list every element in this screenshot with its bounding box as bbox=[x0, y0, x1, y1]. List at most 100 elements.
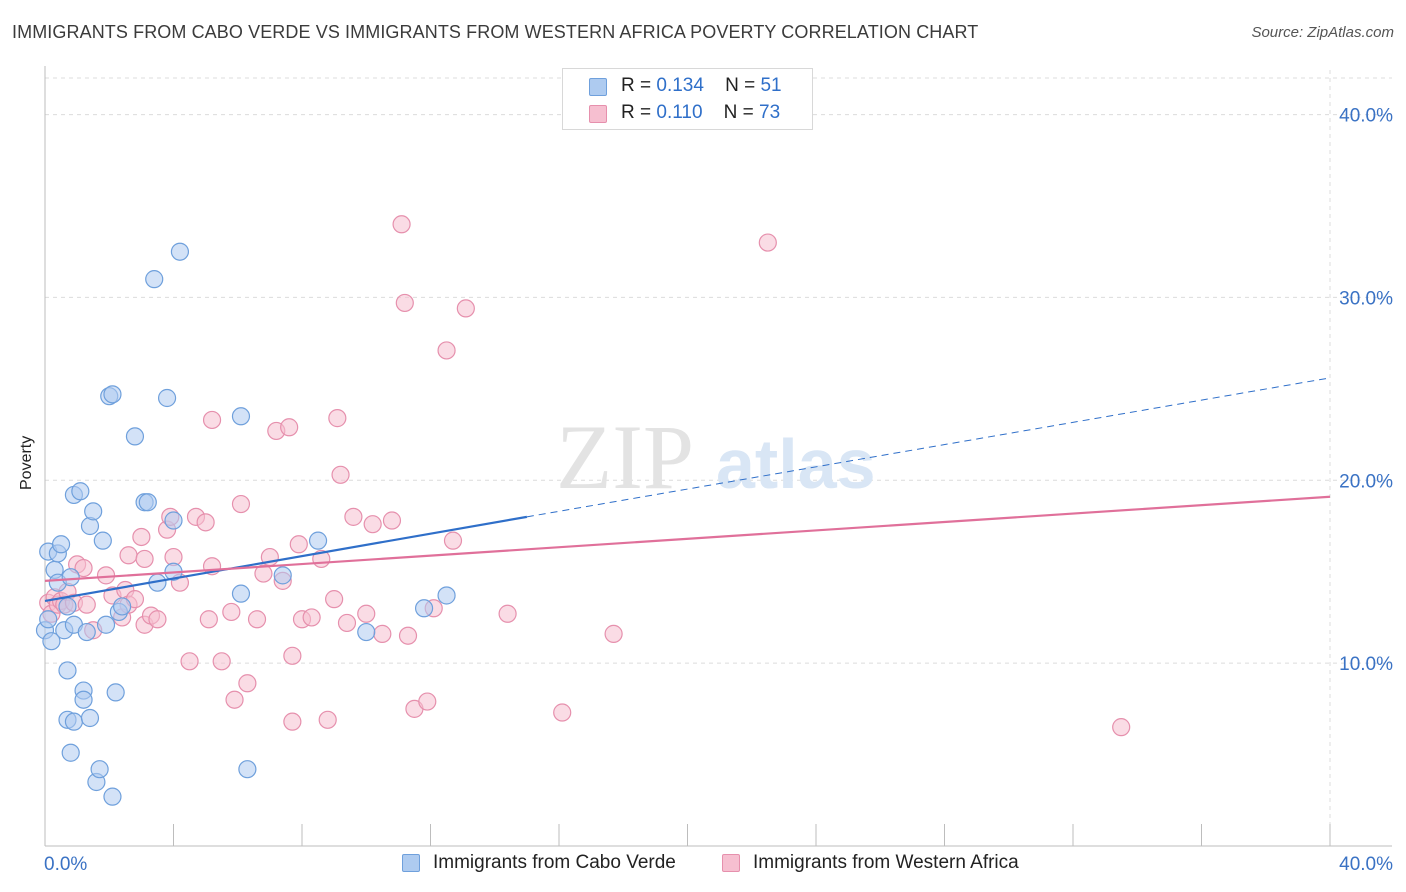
data-point bbox=[1112, 718, 1131, 737]
data-point bbox=[42, 632, 61, 651]
data-point bbox=[289, 535, 308, 554]
watermark-atlas: atlas bbox=[716, 425, 876, 503]
chart-title: IMMIGRANTS FROM CABO VERDE VS IMMIGRANTS… bbox=[12, 22, 979, 42]
n-value: 51 bbox=[760, 75, 782, 96]
data-point bbox=[103, 787, 122, 806]
data-point bbox=[212, 652, 231, 671]
watermark-zip: ZIP bbox=[556, 406, 694, 508]
data-point bbox=[553, 703, 572, 722]
n-label: N = bbox=[723, 102, 754, 123]
data-point bbox=[112, 597, 132, 616]
data-point bbox=[119, 546, 138, 565]
data-point bbox=[331, 465, 350, 484]
data-point bbox=[51, 535, 71, 554]
tick-labels: 10.0% 20.0% 30.0% 40.0% 0.0% 40.0% bbox=[44, 106, 1393, 875]
data-point bbox=[138, 493, 157, 512]
data-point bbox=[373, 624, 392, 643]
data-point bbox=[254, 564, 273, 583]
r-label: R = bbox=[621, 75, 652, 96]
n-label: N = bbox=[725, 75, 756, 96]
y-tick-label: 20.0% bbox=[1339, 471, 1393, 492]
data-point bbox=[758, 233, 777, 252]
data-point bbox=[437, 341, 456, 360]
data-point bbox=[71, 482, 90, 501]
data-point bbox=[58, 597, 77, 616]
data-point bbox=[443, 531, 463, 550]
r-label: R = bbox=[621, 102, 652, 123]
data-point bbox=[180, 652, 199, 671]
data-point bbox=[132, 527, 151, 547]
data-point bbox=[238, 674, 257, 693]
data-point bbox=[337, 613, 357, 633]
data-point bbox=[231, 407, 251, 426]
blue-swatch bbox=[589, 78, 607, 96]
data-point bbox=[418, 692, 437, 711]
trend-line-cabo-verde-extension bbox=[526, 377, 1331, 518]
data-point bbox=[61, 568, 80, 587]
y-tick-label: 40.0% bbox=[1339, 106, 1393, 127]
data-point bbox=[74, 690, 93, 709]
data-point bbox=[39, 610, 58, 629]
x-tick-label: 40.0% bbox=[1339, 854, 1393, 875]
data-point bbox=[231, 494, 251, 514]
data-point bbox=[308, 531, 328, 550]
r-value: 0.134 bbox=[656, 75, 704, 96]
data-point bbox=[325, 590, 344, 609]
data-point bbox=[283, 646, 302, 665]
data-point bbox=[283, 712, 302, 731]
data-point bbox=[357, 604, 376, 623]
data-point bbox=[328, 409, 347, 428]
axes bbox=[44, 66, 1392, 847]
data-point bbox=[302, 608, 321, 627]
data-point bbox=[196, 513, 215, 532]
data-point bbox=[58, 661, 77, 680]
data-point bbox=[363, 515, 382, 534]
source-credit: Source: ZipAtlas.com bbox=[1251, 24, 1394, 41]
data-point bbox=[77, 622, 96, 642]
data-point bbox=[222, 602, 241, 622]
data-point bbox=[80, 516, 100, 536]
data-point bbox=[84, 502, 103, 521]
r-value: 0.110 bbox=[656, 102, 703, 123]
series-cabo-verde-points bbox=[35, 242, 456, 806]
data-point bbox=[125, 427, 145, 446]
data-point bbox=[64, 712, 84, 731]
pink-swatch bbox=[722, 854, 740, 872]
n-value: 73 bbox=[759, 102, 781, 123]
data-point bbox=[61, 743, 80, 762]
data-point bbox=[247, 610, 267, 629]
data-point bbox=[103, 385, 122, 404]
trend-lines bbox=[44, 377, 1331, 603]
data-point bbox=[498, 604, 517, 623]
data-point bbox=[456, 299, 475, 318]
y-tick-label: 30.0% bbox=[1339, 288, 1393, 309]
blue-swatch bbox=[402, 854, 420, 872]
data-point bbox=[414, 599, 434, 618]
pink-swatch bbox=[589, 105, 607, 123]
legend-label: Immigrants from Cabo Verde bbox=[433, 852, 676, 873]
data-point bbox=[437, 586, 456, 605]
data-point bbox=[96, 615, 116, 634]
data-point bbox=[225, 690, 244, 709]
stats-legend: R = 0.134 N = 51 R = 0.110 N = 73 bbox=[562, 68, 813, 130]
data-point bbox=[398, 626, 418, 645]
data-point bbox=[80, 708, 100, 728]
series-western-africa-points bbox=[39, 215, 1131, 737]
data-point bbox=[392, 215, 411, 234]
data-point bbox=[93, 531, 112, 550]
data-point bbox=[344, 507, 363, 526]
data-point bbox=[382, 511, 402, 530]
data-point bbox=[357, 622, 376, 642]
data-point bbox=[318, 710, 337, 729]
grid-lines bbox=[45, 70, 1392, 846]
trend-line-western-africa bbox=[44, 495, 1331, 582]
data-point bbox=[106, 683, 125, 702]
data-point bbox=[148, 610, 167, 629]
data-point bbox=[273, 566, 292, 585]
data-point bbox=[280, 418, 299, 437]
data-point bbox=[90, 760, 109, 779]
data-point bbox=[77, 595, 96, 614]
data-point bbox=[74, 558, 93, 578]
data-point bbox=[604, 624, 623, 643]
